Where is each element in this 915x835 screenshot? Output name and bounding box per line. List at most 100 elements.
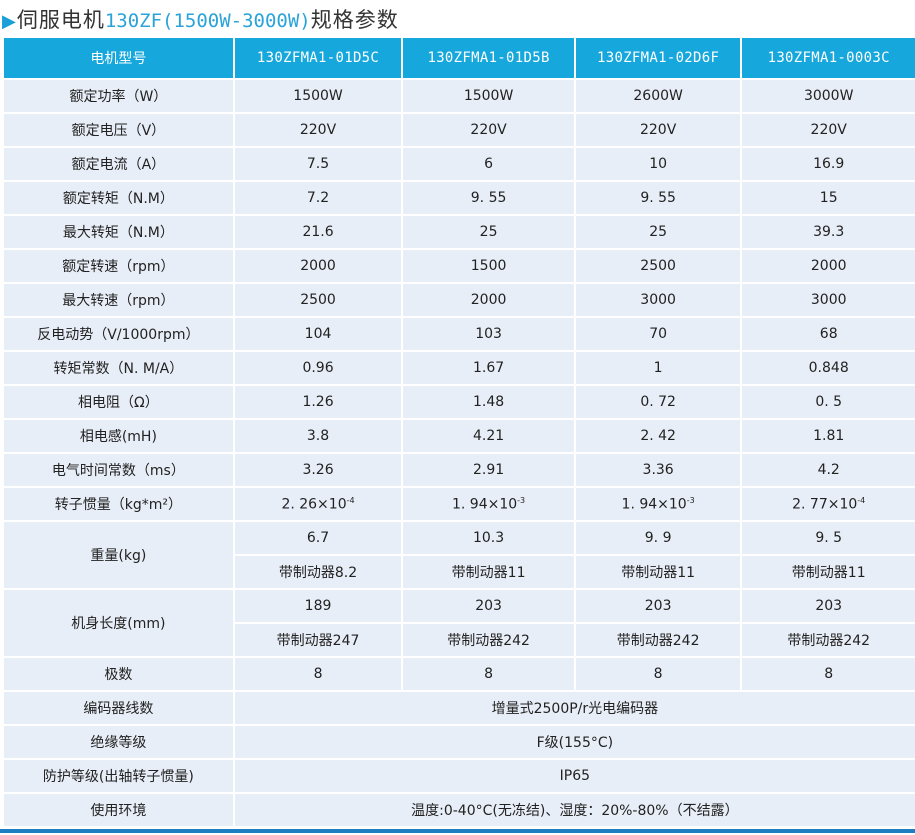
cell-value: 3.36 xyxy=(575,454,741,486)
inertia-base: 1. 94×10 xyxy=(452,496,518,513)
cell-value: 7.5 xyxy=(234,148,402,180)
inertia-exponent: -3 xyxy=(686,495,695,505)
cell-value: 10 xyxy=(575,148,741,180)
inertia-base: 2. 77×10 xyxy=(792,496,858,513)
cell-value: 70 xyxy=(575,318,741,350)
cell-value: 3000W xyxy=(742,80,915,112)
cell-value: 7.2 xyxy=(234,182,402,214)
cell-value: 1500W xyxy=(234,80,402,112)
cell-value: 8 xyxy=(575,658,741,690)
cell-brake-value: 带制动器242 xyxy=(403,624,574,656)
cell-value: 189 xyxy=(234,590,402,622)
row-label: 额定电流（A） xyxy=(4,148,233,180)
cell-value: 39.3 xyxy=(742,216,915,248)
row-label: 使用环境 xyxy=(4,794,233,826)
row-label: 绝缘等级 xyxy=(4,726,233,758)
row-label: 电气时间常数（ms） xyxy=(4,454,233,486)
cell-value: 2. 42 xyxy=(575,420,741,452)
header-model: 130ZFMA1-01D5C xyxy=(234,38,402,78)
table-row: 额定转矩（N.M） 7.2 9. 55 9. 55 15 xyxy=(4,182,915,214)
cell-value: 3.8 xyxy=(234,420,402,452)
cell-value: 1.67 xyxy=(403,352,574,384)
table-row: 额定功率（W） 1500W 1500W 2600W 3000W xyxy=(4,80,915,112)
table-row: 转矩常数（N. M/A） 0.96 1.67 1 0.848 xyxy=(4,352,915,384)
cell-value: 8 xyxy=(742,658,915,690)
table-row: 额定转速（rpm） 2000 1500 2500 2000 xyxy=(4,250,915,282)
cell-value: 1500 xyxy=(403,250,574,282)
cell-value: 0. 72 xyxy=(575,386,741,418)
cell-value: 220V xyxy=(403,114,574,146)
table-row: 绝缘等级 F级(155°C) xyxy=(4,726,915,758)
title-prefix: 伺服电机 xyxy=(16,8,105,32)
cell-value: 9. 55 xyxy=(575,182,741,214)
title-model: 130ZF(1500W-3000W) xyxy=(104,10,311,32)
cell-brake-value: 带制动器242 xyxy=(742,624,915,656)
cell-value: 16.9 xyxy=(742,148,915,180)
row-label: 机身长度(mm) xyxy=(4,590,233,656)
table-row: 重量(kg) 6.7 10.3 9. 9 9. 5 xyxy=(4,522,915,588)
cell-value: 220V xyxy=(575,114,741,146)
table-row: 最大转速（rpm） 2500 2000 3000 3000 xyxy=(4,284,915,316)
cell-value: 10.3 xyxy=(403,522,574,554)
bottom-bar xyxy=(0,829,915,833)
cell-value-merged: IP65 xyxy=(234,760,915,792)
cell-value: 2500 xyxy=(575,250,741,282)
cell-value: 6.7 xyxy=(234,522,402,554)
cell-value: 21.6 xyxy=(234,216,402,248)
cell-value: 2. 77×10-4 xyxy=(742,488,915,520)
cell-value: 2.91 xyxy=(403,454,574,486)
row-label: 最大转矩（N.M） xyxy=(4,216,233,248)
row-label: 最大转速（rpm） xyxy=(4,284,233,316)
cell-value: 220V xyxy=(234,114,402,146)
row-label: 转矩常数（N. M/A） xyxy=(4,352,233,384)
cell-value: 25 xyxy=(403,216,574,248)
table-row: 使用环境 温度:0-40°C(无冻结)、湿度：20%-80%（不结露） xyxy=(4,794,915,826)
inertia-exponent: -3 xyxy=(517,495,526,505)
table-row: 相电感(mH) 3.8 4.21 2. 42 1.81 xyxy=(4,420,915,452)
header-model: 130ZFMA1-01D5B xyxy=(403,38,574,78)
cell-value: 68 xyxy=(742,318,915,350)
cell-value: 1.81 xyxy=(742,420,915,452)
table-row: 额定电压（V） 220V 220V 220V 220V xyxy=(4,114,915,146)
cell-value: 4.21 xyxy=(403,420,574,452)
table-row: 极数 8 8 8 8 xyxy=(4,658,915,690)
cell-value: 2000 xyxy=(403,284,574,316)
cell-value: 1 xyxy=(575,352,741,384)
cell-brake-value: 带制动器11 xyxy=(575,556,741,588)
table-row: 最大转矩（N.M） 21.6 25 25 39.3 xyxy=(4,216,915,248)
inertia-base: 2. 26×10 xyxy=(281,496,347,513)
cell-value: 9. 9 xyxy=(575,522,741,554)
row-label: 极数 xyxy=(4,658,233,690)
cell-value: 220V xyxy=(742,114,915,146)
title-suffix: 规格参数 xyxy=(310,8,399,32)
table-row: 电气时间常数（ms） 3.26 2.91 3.36 4.2 xyxy=(4,454,915,486)
triangle-icon: ▶ xyxy=(2,11,17,32)
inertia-exponent: -4 xyxy=(346,495,355,505)
cell-value: 2. 26×10-4 xyxy=(234,488,402,520)
cell-value: 203 xyxy=(403,590,574,622)
row-label: 编码器线数 xyxy=(4,692,233,724)
row-label: 转子惯量（kg*m²） xyxy=(4,488,233,520)
row-label: 额定转矩（N.M） xyxy=(4,182,233,214)
table-row: 带制动器247 带制动器242 带制动器242 带制动器242 xyxy=(4,624,915,656)
cell-value: 1. 94×10-3 xyxy=(575,488,741,520)
table-row: 额定电流（A） 7.5 6 10 16.9 xyxy=(4,148,915,180)
table-row: 机身长度(mm) 189 203 203 203 xyxy=(4,590,915,656)
cell-value: 0.96 xyxy=(234,352,402,384)
cell-value: 1. 94×10-3 xyxy=(403,488,574,520)
header-model: 130ZFMA1-02D6F xyxy=(575,38,741,78)
row-label: 相电感(mH) xyxy=(4,420,233,452)
inertia-base: 1. 94×10 xyxy=(621,496,687,513)
page-title: ▶伺服电机130ZF(1500W-3000W)规格参数 xyxy=(2,4,399,34)
cell-value: 3.26 xyxy=(234,454,402,486)
cell-value: 9. 55 xyxy=(403,182,574,214)
cell-value: 1.48 xyxy=(403,386,574,418)
spec-table: 电机型号 130ZFMA1-01D5C 130ZFMA1-01D5B 130ZFMA1… xyxy=(2,36,915,828)
cell-value: 3000 xyxy=(742,284,915,316)
cell-value-merged: 增量式2500P/r光电编码器 xyxy=(234,692,915,724)
cell-value: 2500 xyxy=(234,284,402,316)
cell-brake-value: 带制动器247 xyxy=(234,624,402,656)
cell-value: 203 xyxy=(742,590,915,622)
row-label: 相电阻（Ω） xyxy=(4,386,233,418)
cell-value: 8 xyxy=(234,658,402,690)
